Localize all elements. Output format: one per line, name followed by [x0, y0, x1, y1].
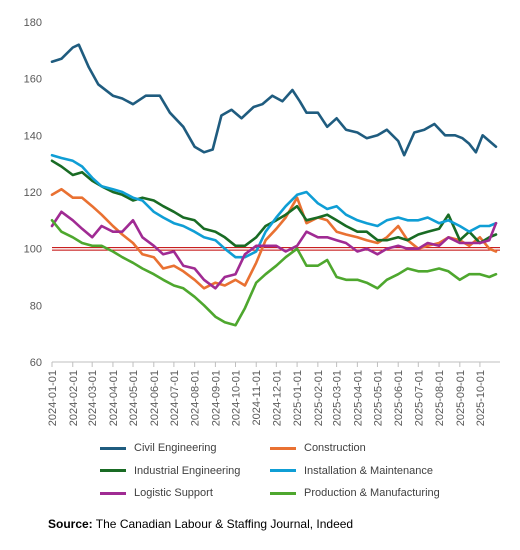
y-tick-label: 80 — [30, 300, 42, 312]
x-tick-label: 2024-04-01 — [108, 370, 120, 426]
x-tick-label: 2024-06-01 — [149, 370, 161, 426]
legend-item-civil-engineering: Civil Engineering — [100, 442, 270, 454]
x-tick-label: 2024-09-01 — [210, 370, 222, 426]
x-tick-label: 2025-03-01 — [332, 370, 344, 426]
x-tick-label: 2024-05-01 — [128, 370, 140, 426]
legend-row: Civil Engineering Construction — [100, 437, 500, 460]
series-line-production-manufacturing — [50, 219, 498, 327]
legend-item-installation-maintenance: Installation & Maintenance — [270, 465, 470, 477]
legend-label: Construction — [304, 442, 366, 455]
legend-item-industrial-engineering: Industrial Engineering — [100, 465, 270, 477]
x-tick-label: 2024-03-01 — [87, 370, 99, 426]
legend-item-production-manufacturing: Production & Manufacturing — [270, 487, 470, 499]
x-axis: 2024-01-01 2024-02-01 2024-03-01 2024-04-01… — [47, 361, 500, 426]
legend-swatch — [270, 491, 296, 495]
y-tick-label: 180 — [24, 17, 42, 29]
legend-item-logistic-support: Logistic Support — [100, 487, 270, 499]
source-label: Source: — [48, 517, 93, 531]
series-lines — [50, 43, 498, 327]
x-tick-label: 2025-02-01 — [313, 370, 325, 426]
legend-label: Civil Engineering — [134, 442, 217, 455]
x-tick-label: 2024-07-01 — [169, 370, 181, 426]
legend-label: Installation & Maintenance — [304, 464, 434, 477]
legend-row: Logistic Support Production & Manufactur… — [100, 482, 500, 505]
series-line-construction — [50, 187, 498, 290]
y-tick-label: 140 — [24, 130, 42, 142]
y-axis: 60 80 100 120 140 160 180 — [24, 17, 42, 369]
x-tick-label: 2025-08-01 — [434, 370, 446, 426]
x-tick-label: 2024-10-01 — [230, 370, 242, 426]
x-tick-label: 2024-01-01 — [47, 370, 59, 426]
y-tick-label: 60 — [30, 357, 42, 369]
source-note: Source: The Canadian Labour & Staffing J… — [48, 517, 353, 531]
legend-swatch — [100, 469, 126, 473]
line-chart: 60 80 100 120 140 160 180 2024-01-01 2024-02-01… — [24, 17, 500, 426]
legend-row: Industrial Engineering Installation & Ma… — [100, 460, 500, 483]
series-line-logistic-support — [50, 210, 498, 290]
x-tick-label: 2024-02-01 — [68, 370, 80, 426]
source-text: The Canadian Labour & Staffing Journal, … — [92, 517, 354, 531]
x-tick-label: 2025-06-01 — [393, 370, 405, 426]
legend-item-construction: Construction — [270, 442, 470, 454]
legend-swatch — [100, 446, 126, 450]
y-tick-label: 120 — [24, 187, 42, 199]
legend-label: Industrial Engineering — [134, 464, 241, 477]
y-tick-label: 160 — [24, 74, 42, 86]
x-tick-label: 2024-11-01 — [251, 370, 263, 425]
x-tick-label: 2025-09-01 — [455, 370, 467, 426]
legend-swatch — [270, 469, 296, 473]
y-tick-label: 100 — [24, 244, 42, 256]
x-tick-label: 2025-04-01 — [352, 370, 364, 426]
series-line-industrial-engineering — [50, 159, 498, 248]
x-tick-label: 2024-08-01 — [190, 370, 202, 426]
series-line-installation-maintenance — [50, 153, 498, 259]
x-tick-label: 2025-10-01 — [475, 370, 487, 426]
reference-line-100 — [52, 247, 500, 251]
x-tick-label: 2025-05-01 — [372, 370, 384, 426]
legend-label: Production & Manufacturing — [304, 487, 440, 500]
legend-swatch — [270, 446, 296, 450]
x-tick-label: 2024-12-01 — [271, 370, 283, 426]
legend-label: Logistic Support — [134, 487, 213, 500]
series-line-civil-engineering — [50, 43, 498, 157]
legend: Civil Engineering Construction Industria… — [100, 437, 500, 505]
legend-swatch — [100, 491, 126, 495]
x-tick-label: 2025-07-01 — [413, 370, 425, 426]
x-tick-label: 2025-01-01 — [292, 370, 304, 426]
